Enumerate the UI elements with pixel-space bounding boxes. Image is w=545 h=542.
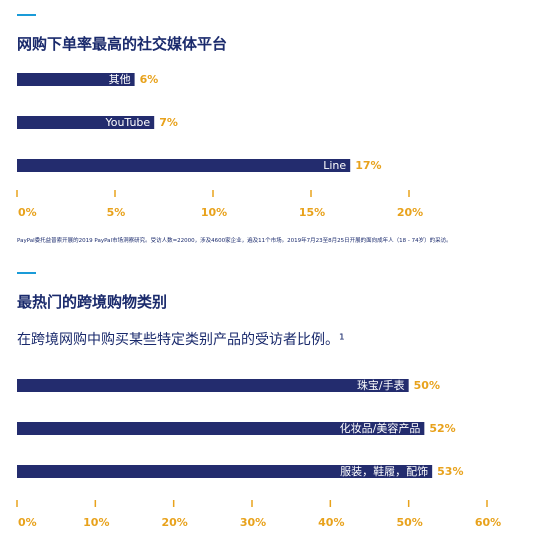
platform-tick-label: 10%: [201, 206, 227, 219]
section1-accent-line: [17, 14, 36, 16]
section1-footnote: PayPal委托益普索开展的2019 PayPal市场洞察研究。受访人数=220…: [17, 238, 452, 244]
cross-border-category-chart: 珠宝/手表 50% 化妆品/美容产品 52% 服装，鞋履，配饰 53% 0% 10% 20% 30…: [16, 378, 501, 529]
category-tick-label: 0%: [18, 516, 37, 529]
platform-value-label: 6%: [140, 73, 159, 86]
category-tick-label: 10%: [83, 516, 109, 529]
platform-bar: [17, 159, 351, 172]
platform-bar: [17, 116, 155, 129]
platform-category-label: Line: [323, 159, 346, 172]
category-tick-label: 40%: [318, 516, 344, 529]
social-platform-chart: 其他 6% YouTube 7% Line 17% 0% 5% 10% 15% 20%: [16, 73, 423, 219]
section2-subtitle: 在跨境网购中购买某些特定类别产品的受访者比例。¹: [17, 332, 345, 348]
category-value-label: 53%: [437, 465, 463, 478]
section2-title: 最热门的跨境购物类别: [17, 293, 168, 311]
platform-value-label: 17%: [355, 159, 381, 172]
category-category-label: 珠宝/手表: [357, 378, 405, 392]
platform-tick-label: 5%: [107, 206, 126, 219]
section2-accent-line: [17, 272, 36, 274]
platform-value-label: 7%: [159, 116, 178, 129]
section1-title: 网购下单率最高的社交媒体平台: [17, 35, 228, 53]
category-tick-label: 20%: [161, 516, 187, 529]
category-tick-label: 50%: [396, 516, 422, 529]
category-tick-label: 30%: [240, 516, 266, 529]
platform-bar: [17, 73, 135, 86]
category-bar: [17, 422, 425, 435]
category-bar: [17, 379, 409, 392]
platform-category-label: 其他: [109, 73, 131, 86]
category-tick-label: 60%: [475, 516, 501, 529]
platform-category-label: YouTube: [104, 116, 150, 129]
platform-tick-label: 0%: [18, 206, 37, 219]
category-category-label: 化妆品/美容产品: [340, 421, 421, 435]
platform-tick-label: 15%: [299, 206, 325, 219]
category-value-label: 50%: [414, 379, 440, 392]
platform-tick-label: 20%: [397, 206, 423, 219]
category-category-label: 服装，鞋履，配饰: [340, 464, 428, 478]
category-value-label: 52%: [429, 422, 455, 435]
category-bar: [17, 465, 433, 478]
